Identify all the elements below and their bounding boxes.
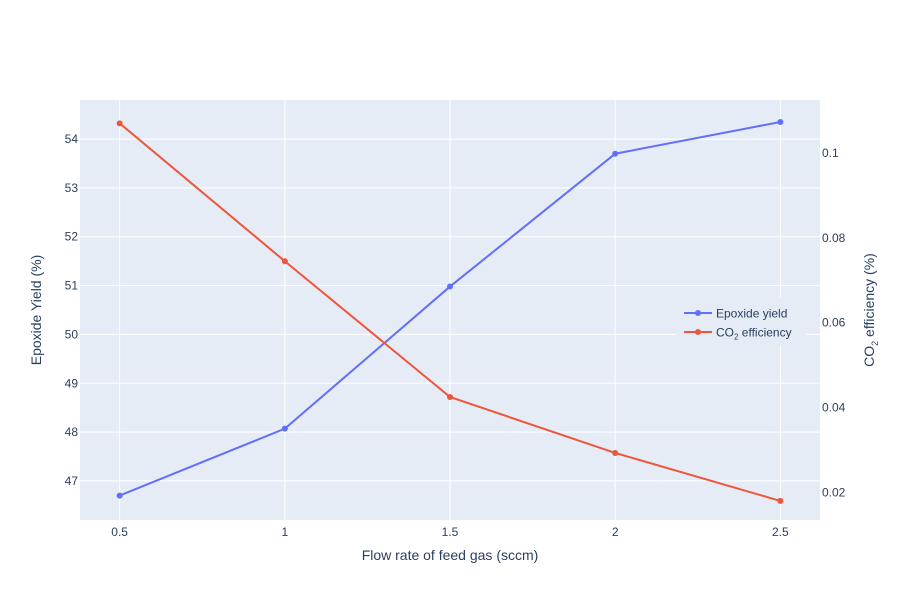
y2-tick-label-2: 0.06 <box>822 316 846 330</box>
y-tick-label-6: 53 <box>65 181 79 195</box>
y2-axis-title-sub: 2 <box>870 341 880 346</box>
legend-label-epoxide: Epoxide yield <box>716 307 787 321</box>
y2-axis-title-rest: efficiency (%) <box>861 253 877 341</box>
series-1-point-1 <box>281 258 288 265</box>
x-tick-label-1: 1 <box>281 525 288 539</box>
y-tick-label-7: 54 <box>65 132 79 146</box>
x-tick-label-0: 0.5 <box>111 525 128 539</box>
x-tick-label-2: 1.5 <box>442 525 459 539</box>
series-0-point-2 <box>447 283 453 290</box>
legend-label-co2: CO2 efficiency <box>716 326 792 342</box>
y2-tick-label-4: 0.1 <box>822 146 839 160</box>
series-1-point-4 <box>777 497 784 504</box>
series-0-point-3 <box>612 150 619 157</box>
y-tick-label-4: 51 <box>65 279 79 293</box>
x-axis-title: Flow rate of feed gas (sccm) <box>362 547 539 563</box>
series-1-point-0 <box>116 120 123 127</box>
series-1-point-2 <box>447 393 453 400</box>
y-tick-labels: 47 48 49 50 51 52 53 54 <box>65 132 79 488</box>
y-tick-label-1: 48 <box>65 425 79 439</box>
legend-label-co2-sub: 2 <box>734 333 739 342</box>
series-0-point-1 <box>281 425 288 432</box>
legend: Epoxide yield CO2 efficiency <box>676 298 806 346</box>
y-tick-label-3: 50 <box>65 327 79 341</box>
legend-marker-epoxide <box>695 310 701 316</box>
x-tick-label-3: 2 <box>612 525 619 539</box>
legend-marker-co2 <box>695 329 701 335</box>
legend-box <box>676 298 806 346</box>
x-tick-labels: 0.5 1 1.5 2 2.5 <box>111 525 789 539</box>
y-tick-label-5: 52 <box>65 230 79 244</box>
legend-label-co2-main: CO <box>716 326 734 340</box>
x-tick-label-4: 2.5 <box>772 525 789 539</box>
y2-tick-label-1: 0.04 <box>822 401 846 415</box>
y-tick-label-0: 47 <box>65 474 79 488</box>
y2-tick-label-3: 0.08 <box>822 231 846 245</box>
y2-axis-title: CO2 efficiency (%) <box>861 253 880 367</box>
y2-axis-title-co: CO <box>861 346 877 367</box>
y2-tick-label-0: 0.02 <box>822 485 846 499</box>
series-group <box>116 118 784 504</box>
series-0-point-0 <box>116 492 123 499</box>
y-axis-title: Epoxide Yield (%) <box>28 255 44 366</box>
y2-tick-labels: 0.02 0.04 0.06 0.08 0.1 <box>822 146 846 499</box>
legend-label-co2-rest: efficiency <box>738 326 791 340</box>
series-1-point-3 <box>612 449 619 456</box>
series-0-point-4 <box>777 118 784 125</box>
y-tick-label-2: 49 <box>65 376 79 390</box>
